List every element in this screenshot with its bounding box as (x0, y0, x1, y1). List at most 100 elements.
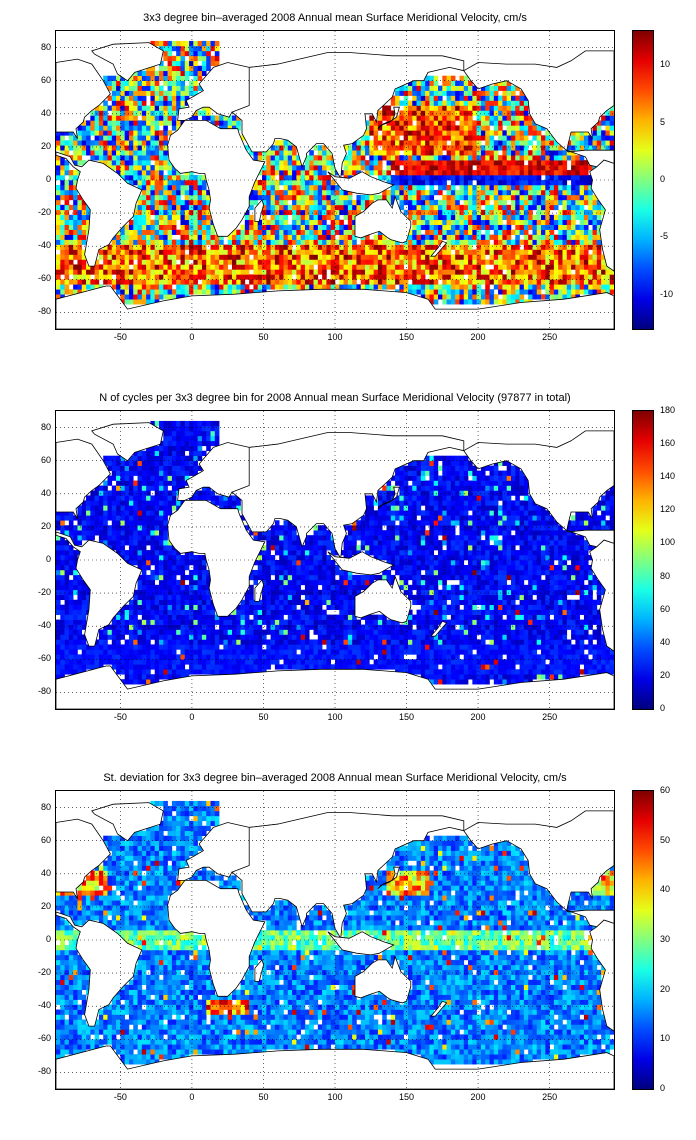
heatmap-cell (60, 194, 65, 201)
heatmap-cell (536, 125, 542, 131)
heatmap-cell (133, 294, 138, 300)
heatmap-cell (206, 284, 211, 290)
heatmap-cell (128, 90, 134, 96)
heatmap-cell (154, 679, 160, 685)
heatmap-cell (253, 249, 259, 255)
heatmap-cell (476, 175, 482, 181)
heatmap-cell (146, 584, 151, 591)
heatmap-cell (60, 130, 65, 136)
heatmap-cell (262, 189, 267, 196)
heatmap-cell (56, 649, 61, 655)
heatmap-cell (159, 135, 164, 141)
heatmap-cell (81, 609, 87, 615)
heatmap-cell (141, 520, 147, 526)
heatmap-cell (68, 194, 74, 201)
heatmap-cell (596, 130, 602, 136)
heatmap-cell (356, 199, 362, 206)
heatmap-cell (107, 269, 113, 275)
heatmap-cell (343, 199, 349, 206)
heatmap-cell (133, 269, 138, 275)
heatmap-cell (455, 199, 460, 206)
heatmap-cell (472, 160, 477, 166)
heatmap-cell (124, 229, 130, 235)
heatmap-cell (433, 244, 439, 250)
heatmap-cell (498, 249, 503, 255)
heatmap-cell (159, 145, 164, 151)
heatmap-cell (141, 545, 147, 551)
heatmap-cell (407, 249, 413, 255)
heatmap-cell (90, 279, 95, 285)
heatmap-cell (184, 189, 190, 196)
heatmap-cell (399, 194, 404, 201)
heatmap-cell (86, 279, 91, 285)
heatmap-cell (498, 110, 503, 116)
heatmap-cell (322, 214, 327, 221)
heatmap-cell (120, 95, 125, 101)
heatmap-cell (463, 170, 469, 176)
heatmap-cell (566, 264, 572, 270)
heatmap-cell (296, 189, 301, 196)
heatmap-cell (300, 234, 306, 240)
heatmap-cell (536, 249, 542, 255)
heatmap-cell (382, 110, 387, 116)
heatmap-cell (262, 194, 267, 201)
heatmap-cell (133, 614, 138, 620)
heatmap-cell (56, 214, 61, 221)
heatmap-cell (463, 135, 469, 141)
heatmap-cell (137, 674, 143, 680)
heatmap-cell (596, 145, 602, 151)
heatmap-cell (343, 214, 349, 221)
heatmap-cell (176, 125, 181, 131)
heatmap-cell (493, 100, 499, 106)
heatmap-cell (330, 194, 336, 201)
heatmap-cell (56, 264, 61, 270)
heatmap-cell (480, 150, 486, 156)
heatmap-cell (103, 490, 108, 496)
heatmap-cell (579, 239, 585, 245)
heatmap-cell (562, 249, 568, 255)
heatmap-cell (296, 254, 301, 260)
heatmap-cell (154, 470, 160, 476)
heatmap-cell (326, 175, 332, 181)
heatmap-cell (146, 135, 151, 141)
heatmap-cell (167, 239, 173, 245)
heatmap-cell (339, 274, 344, 280)
heatmap-cell (468, 269, 473, 275)
heatmap-cell (549, 135, 555, 141)
heatmap-cell (141, 594, 147, 601)
heatmap-cell (287, 160, 293, 166)
heatmap-cell (356, 150, 362, 156)
heatmap-cell (592, 284, 598, 290)
heatmap-cell (571, 189, 576, 196)
heatmap-cell (146, 184, 151, 191)
heatmap-cell (519, 239, 525, 245)
heatmap-cell (124, 234, 130, 240)
heatmap-cell (485, 100, 490, 106)
heatmap-cell (60, 579, 65, 586)
heatmap-cell (292, 229, 297, 235)
heatmap-cell (558, 294, 563, 300)
heatmap-cell (128, 140, 134, 146)
heatmap-cell (124, 639, 130, 645)
heatmap-cell (154, 130, 160, 136)
heatmap-cell (128, 105, 134, 111)
heatmap-cell (287, 234, 293, 240)
heatmap-cell (429, 294, 435, 300)
heatmap-cell (390, 284, 396, 290)
heatmap-cell (442, 130, 447, 136)
heatmap-cell (489, 105, 495, 111)
heatmap-cell (412, 224, 417, 230)
heatmap-cell (566, 150, 572, 156)
heatmap-cell (588, 284, 593, 290)
heatmap-cell (317, 214, 323, 221)
heatmap-cell (515, 105, 520, 111)
heatmap-cell (532, 170, 538, 176)
heatmap-cell (566, 155, 572, 161)
heatmap-cell (480, 115, 486, 121)
heatmap-cell (369, 259, 374, 265)
heatmap-cell (360, 155, 366, 161)
heatmap-cell (335, 199, 340, 206)
heatmap-cell (502, 115, 507, 121)
heatmap-cell (463, 239, 469, 245)
heatmap-cell (442, 279, 447, 285)
